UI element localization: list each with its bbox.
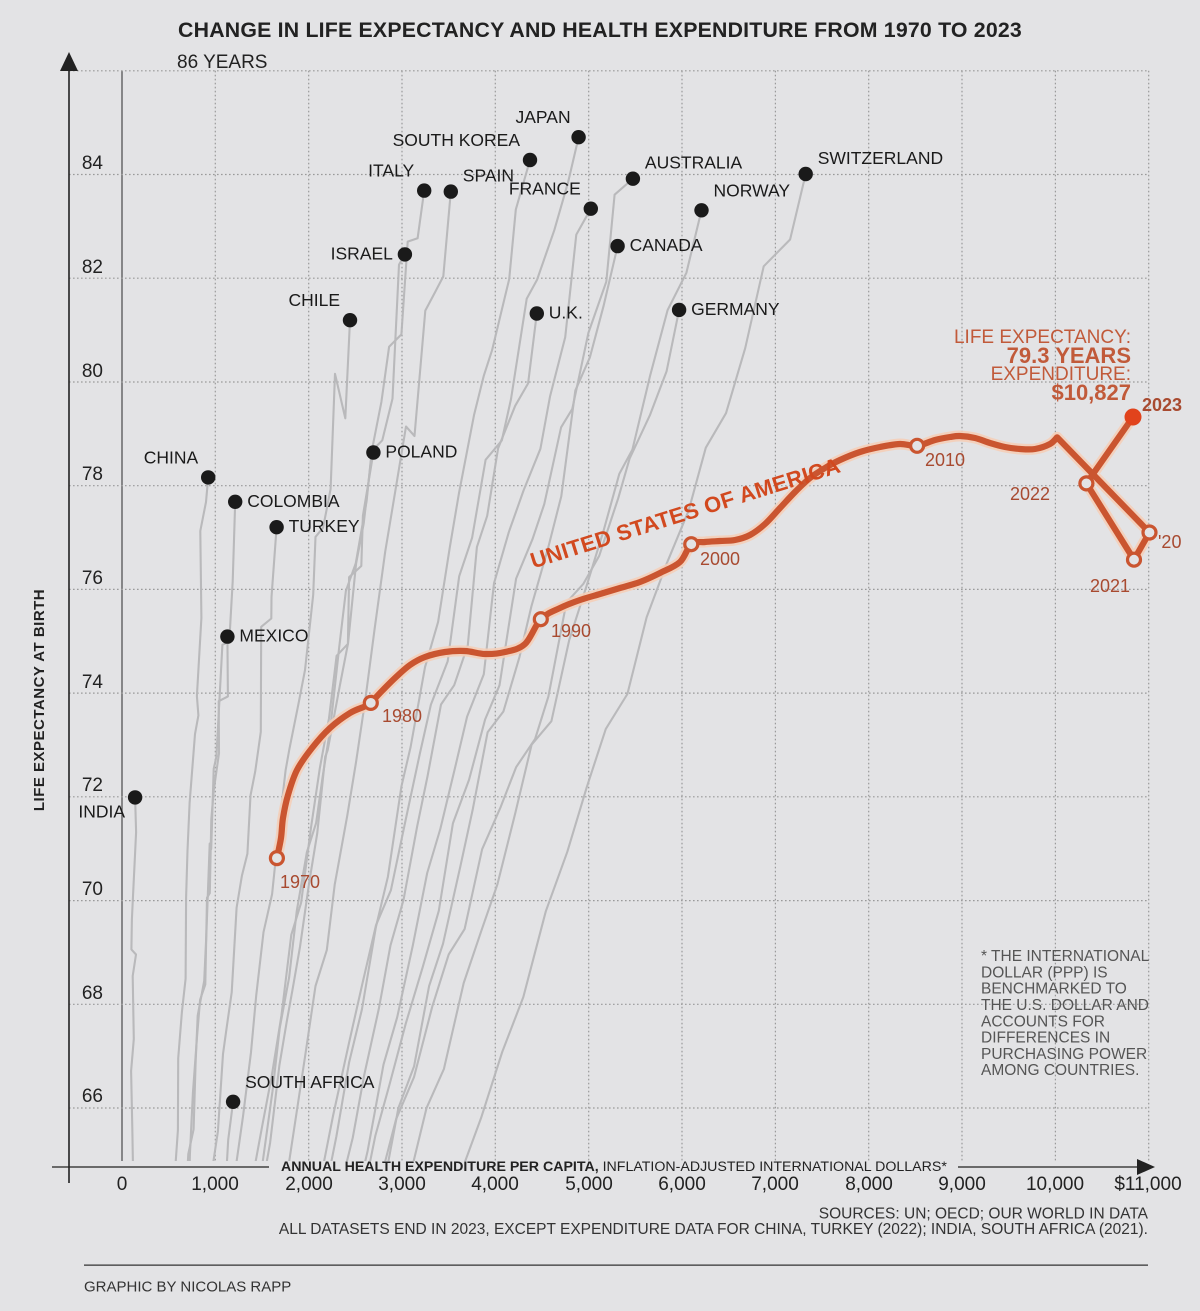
svg-text:INDIA: INDIA xyxy=(78,801,125,821)
svg-text:SOUTH KOREA: SOUTH KOREA xyxy=(393,130,521,150)
svg-text:ITALY: ITALY xyxy=(368,161,414,181)
svg-text:76: 76 xyxy=(82,568,103,589)
svg-text:NORWAY: NORWAY xyxy=(714,180,791,200)
svg-text:DOLLAR (PPP) IS: DOLLAR (PPP) IS xyxy=(981,964,1108,981)
svg-text:1970: 1970 xyxy=(280,872,320,892)
svg-text:2021: 2021 xyxy=(1090,576,1130,596)
svg-text:2023: 2023 xyxy=(1142,395,1182,415)
svg-text:82: 82 xyxy=(82,257,103,278)
svg-text:AMONG COUNTRIES.: AMONG COUNTRIES. xyxy=(981,1062,1139,1079)
svg-text:SOUTH AFRICA: SOUTH AFRICA xyxy=(245,1072,375,1092)
svg-text:66: 66 xyxy=(82,1086,103,1107)
svg-text:CANADA: CANADA xyxy=(630,235,703,255)
svg-text:POLAND: POLAND xyxy=(385,442,457,462)
svg-text:10,000: 10,000 xyxy=(1026,1174,1084,1195)
svg-text:8,000: 8,000 xyxy=(845,1174,893,1195)
svg-text:2,000: 2,000 xyxy=(285,1174,333,1195)
svg-text:FRANCE: FRANCE xyxy=(509,179,581,199)
svg-text:CHILE: CHILE xyxy=(288,290,340,310)
svg-text:ANNUAL HEALTH EXPENDITURE PER: ANNUAL HEALTH EXPENDITURE PER CAPITA, IN… xyxy=(281,1159,947,1175)
svg-text:4,000: 4,000 xyxy=(471,1174,519,1195)
svg-text:TURKEY: TURKEY xyxy=(289,516,360,536)
svg-text:1990: 1990 xyxy=(551,621,591,641)
svg-text:GERMANY: GERMANY xyxy=(691,299,780,319)
svg-text:0: 0 xyxy=(117,1174,128,1195)
svg-text:1,000: 1,000 xyxy=(191,1174,239,1195)
svg-text:PURCHASING POWER: PURCHASING POWER xyxy=(981,1046,1147,1063)
svg-text:1980: 1980 xyxy=(382,706,422,726)
svg-text:74: 74 xyxy=(82,672,104,693)
svg-text:5,000: 5,000 xyxy=(565,1174,613,1195)
svg-text:U.K.: U.K. xyxy=(549,303,583,323)
svg-text:9,000: 9,000 xyxy=(938,1174,986,1195)
svg-text:GRAPHIC BY NICOLAS RAPP: GRAPHIC BY NICOLAS RAPP xyxy=(84,1279,291,1296)
svg-text:78: 78 xyxy=(82,464,103,485)
svg-text:72: 72 xyxy=(82,775,103,796)
svg-text:SWITZERLAND: SWITZERLAND xyxy=(818,148,943,168)
svg-text:80: 80 xyxy=(82,361,103,382)
svg-text:AUSTRALIA: AUSTRALIA xyxy=(645,153,743,173)
svg-text:SOURCES: UN; OECD; OUR WORLD I: SOURCES: UN; OECD; OUR WORLD IN DATA xyxy=(819,1205,1149,1222)
svg-text:6,000: 6,000 xyxy=(658,1174,706,1195)
svg-text:MEXICO: MEXICO xyxy=(239,626,308,646)
svg-text:CHINA: CHINA xyxy=(144,447,199,467)
svg-text:86 YEARS: 86 YEARS xyxy=(177,52,267,73)
svg-text:BENCHMARKED TO: BENCHMARKED TO xyxy=(981,981,1127,998)
svg-text:COLOMBIA: COLOMBIA xyxy=(247,491,340,511)
svg-text:ALL DATASETS END IN 2023, EXCE: ALL DATASETS END IN 2023, EXCEPT EXPENDI… xyxy=(279,1221,1148,1238)
svg-text:DIFFERENCES IN: DIFFERENCES IN xyxy=(981,1030,1110,1047)
svg-text:2022: 2022 xyxy=(1010,484,1050,504)
svg-text:JAPAN: JAPAN xyxy=(515,107,570,127)
svg-text:ISRAEL: ISRAEL xyxy=(331,243,394,263)
svg-text:70: 70 xyxy=(82,879,103,900)
svg-text:84: 84 xyxy=(82,153,104,174)
svg-text:$10,827: $10,827 xyxy=(1051,380,1131,405)
svg-text:* THE INTERNATIONAL: * THE INTERNATIONAL xyxy=(981,948,1150,965)
svg-text:68: 68 xyxy=(82,983,103,1004)
svg-text:THE U.S. DOLLAR AND: THE U.S. DOLLAR AND xyxy=(981,997,1149,1014)
svg-text:$11,000: $11,000 xyxy=(1114,1174,1181,1195)
svg-text:2010: 2010 xyxy=(925,450,965,470)
svg-text:3,000: 3,000 xyxy=(378,1174,426,1195)
svg-text:7,000: 7,000 xyxy=(751,1174,799,1195)
svg-text:SPAIN: SPAIN xyxy=(463,166,514,186)
svg-text:ACCOUNTS FOR: ACCOUNTS FOR xyxy=(981,1013,1105,1030)
svg-text:LIFE EXPECTANCY AT BIRTH: LIFE EXPECTANCY AT BIRTH xyxy=(31,589,48,811)
svg-text:'20: '20 xyxy=(1158,532,1181,552)
svg-text:2000: 2000 xyxy=(700,549,740,569)
